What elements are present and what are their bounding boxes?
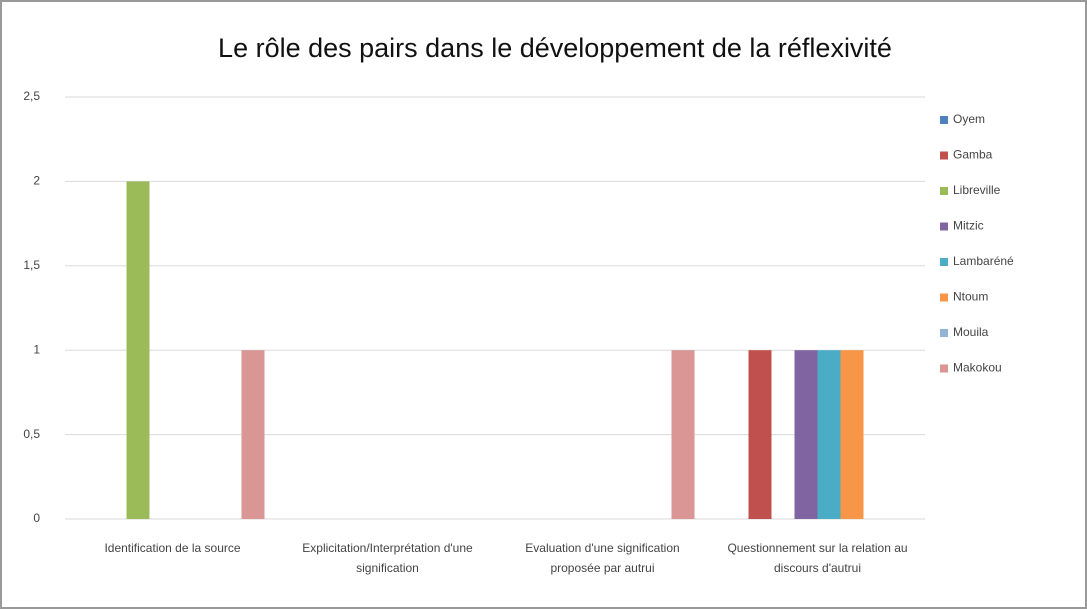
y-tick-label: 0,5 — [23, 427, 40, 441]
bar — [671, 350, 695, 519]
x-tick-label: Questionnement sur la relation au discour… — [727, 541, 907, 575]
bar — [794, 350, 818, 519]
legend-label: Mouila — [953, 325, 989, 339]
legend-swatch — [940, 329, 948, 337]
legend-label: Makokou — [953, 361, 1002, 375]
bar — [840, 350, 864, 519]
bar — [126, 181, 150, 519]
y-tick-label: 2,5 — [23, 89, 40, 103]
x-tick-label-line: signification — [356, 561, 419, 575]
legend-swatch — [940, 258, 948, 266]
y-tick-label: 0 — [33, 511, 40, 525]
x-tick-label-line: proposée par autrui — [550, 561, 654, 575]
legend-label: Libreville — [953, 183, 1001, 197]
y-tick-label: 1,5 — [23, 258, 40, 272]
x-tick-label: Evaluation d'une signification proposée p… — [525, 541, 679, 575]
bar — [241, 350, 265, 519]
legend-swatch — [940, 364, 948, 373]
x-tick-label-line: discours d'autrui — [774, 561, 861, 575]
legend-label: Gamba — [953, 148, 993, 162]
legend-label: Lambaréné — [953, 254, 1014, 268]
x-tick-label: Identification de la source — [104, 541, 240, 555]
x-tick-label: Explicitation/Interprétation d'une signif… — [302, 541, 473, 575]
chart-title: Le rôle des pairs dans le développement … — [218, 33, 892, 63]
legend-swatch — [940, 116, 948, 124]
legend-swatch — [940, 222, 948, 231]
legend-label: Mitzic — [953, 219, 984, 233]
bar — [748, 350, 772, 519]
legend-swatch — [940, 151, 948, 160]
bar — [817, 350, 841, 519]
legend-swatch — [940, 293, 948, 302]
x-tick-label-line: Identification de la source — [104, 541, 240, 555]
legend-swatch — [940, 187, 948, 195]
x-tick-label-line: Explicitation/Interprétation d'une — [302, 541, 473, 555]
y-tick-label: 1 — [33, 342, 40, 356]
legend-label: Ntoum — [953, 290, 988, 304]
legend-label: Oyem — [953, 112, 985, 126]
x-tick-label-line: Questionnement sur la relation au — [727, 541, 907, 555]
x-tick-label-line: Evaluation d'une signification — [525, 541, 679, 555]
y-tick-label: 2 — [33, 174, 40, 188]
